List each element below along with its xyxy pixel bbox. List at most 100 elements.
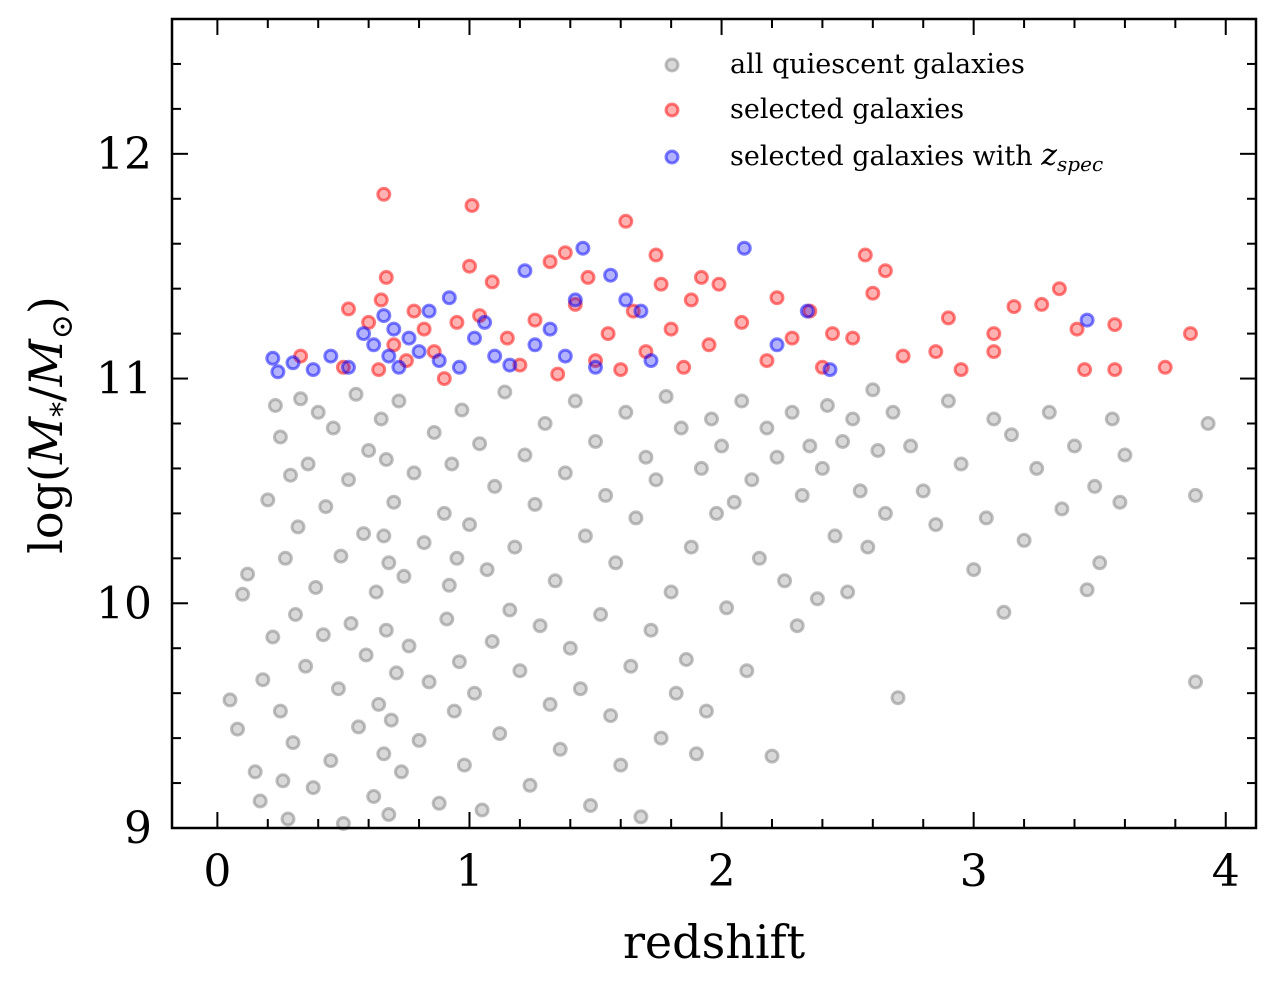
y-axis-title-prefix: log( [19,464,73,554]
data-point [814,460,830,476]
data-point [366,789,382,804]
data-point [454,402,470,418]
data-point [940,310,956,326]
data-point [603,708,619,724]
data-point [371,696,387,712]
y-tick-label: 10 [96,578,152,629]
data-point [421,674,437,690]
data-point [928,517,944,533]
data-point [1188,487,1203,503]
data-point [840,584,856,600]
data-point [235,586,251,602]
data-point [711,276,727,292]
x-tick-label: 2 [708,846,736,897]
y-axis-title-sun: ⊙ [45,314,80,339]
legend-label-zspec-main: selected galaxies with [730,141,1041,172]
data-point [406,465,422,481]
data-point [845,330,861,346]
data-point [335,816,351,831]
data-point [996,604,1012,620]
data-point [517,447,533,463]
x-tick-label: 3 [960,846,988,897]
data-point [383,712,399,728]
data-point [1087,478,1103,494]
data-point [928,344,944,360]
data-point [487,348,503,364]
data-point [986,326,1002,342]
data-point [439,611,455,627]
data-point [603,267,619,283]
data-point [577,528,593,544]
data-point [877,505,893,521]
data-point [986,411,1002,427]
data-point [557,348,573,364]
data-point [305,780,321,796]
data-point [502,357,518,373]
data-point [474,802,490,818]
data-point [663,321,679,337]
data-point [734,314,750,330]
data-point [386,494,402,510]
data-point [492,726,508,742]
data-point [1004,427,1019,443]
data-point [1188,674,1203,690]
data-point [502,602,518,618]
data-point [809,591,825,607]
data-point [1051,281,1067,297]
data-point [567,393,583,409]
data-point [1077,362,1093,378]
data-point [361,443,377,458]
data-point [618,213,634,229]
data-point [436,371,452,387]
data-point [386,321,402,337]
data-point [416,535,432,551]
legend-label-all: all quiescent galaxies [730,49,1025,80]
data-point [739,663,755,679]
data-point [648,247,664,263]
data-point [618,404,634,420]
data-point [431,795,447,811]
data-point [1006,299,1022,315]
data-point [822,362,838,378]
data-point [953,362,969,378]
data-point [444,456,460,472]
data-point [953,456,969,472]
plot-frame [170,17,1258,830]
data-point [1117,447,1133,463]
data-point [734,393,750,409]
data-point [769,449,785,465]
data-point [356,326,372,342]
data-point [462,258,477,274]
data-point [267,398,283,413]
data-point [265,350,281,366]
data-point [698,703,714,719]
data-point [376,308,392,324]
data-point [222,692,238,708]
data-point [527,337,543,353]
data-point [744,472,760,488]
data-point [305,362,321,378]
data-point [835,434,851,449]
data-point [1041,404,1057,420]
data-point [275,773,291,789]
data-point [396,568,412,584]
data-point [522,777,538,793]
data-point [567,292,583,308]
data-point [512,357,528,373]
x-tick-label: 1 [456,846,484,897]
points-layer [222,186,1216,831]
data-point [431,353,447,369]
data-point [1069,321,1085,337]
y-tick-label: 12 [96,129,152,180]
y-axis-title-m2: M [19,337,73,387]
data-point [600,326,616,342]
data-point [890,690,906,706]
data-point [441,290,457,306]
data-point [456,757,472,773]
data-point [401,638,417,654]
data-point [1092,555,1108,571]
data-point [704,411,719,427]
data-point [593,607,609,622]
data-point [825,326,840,342]
